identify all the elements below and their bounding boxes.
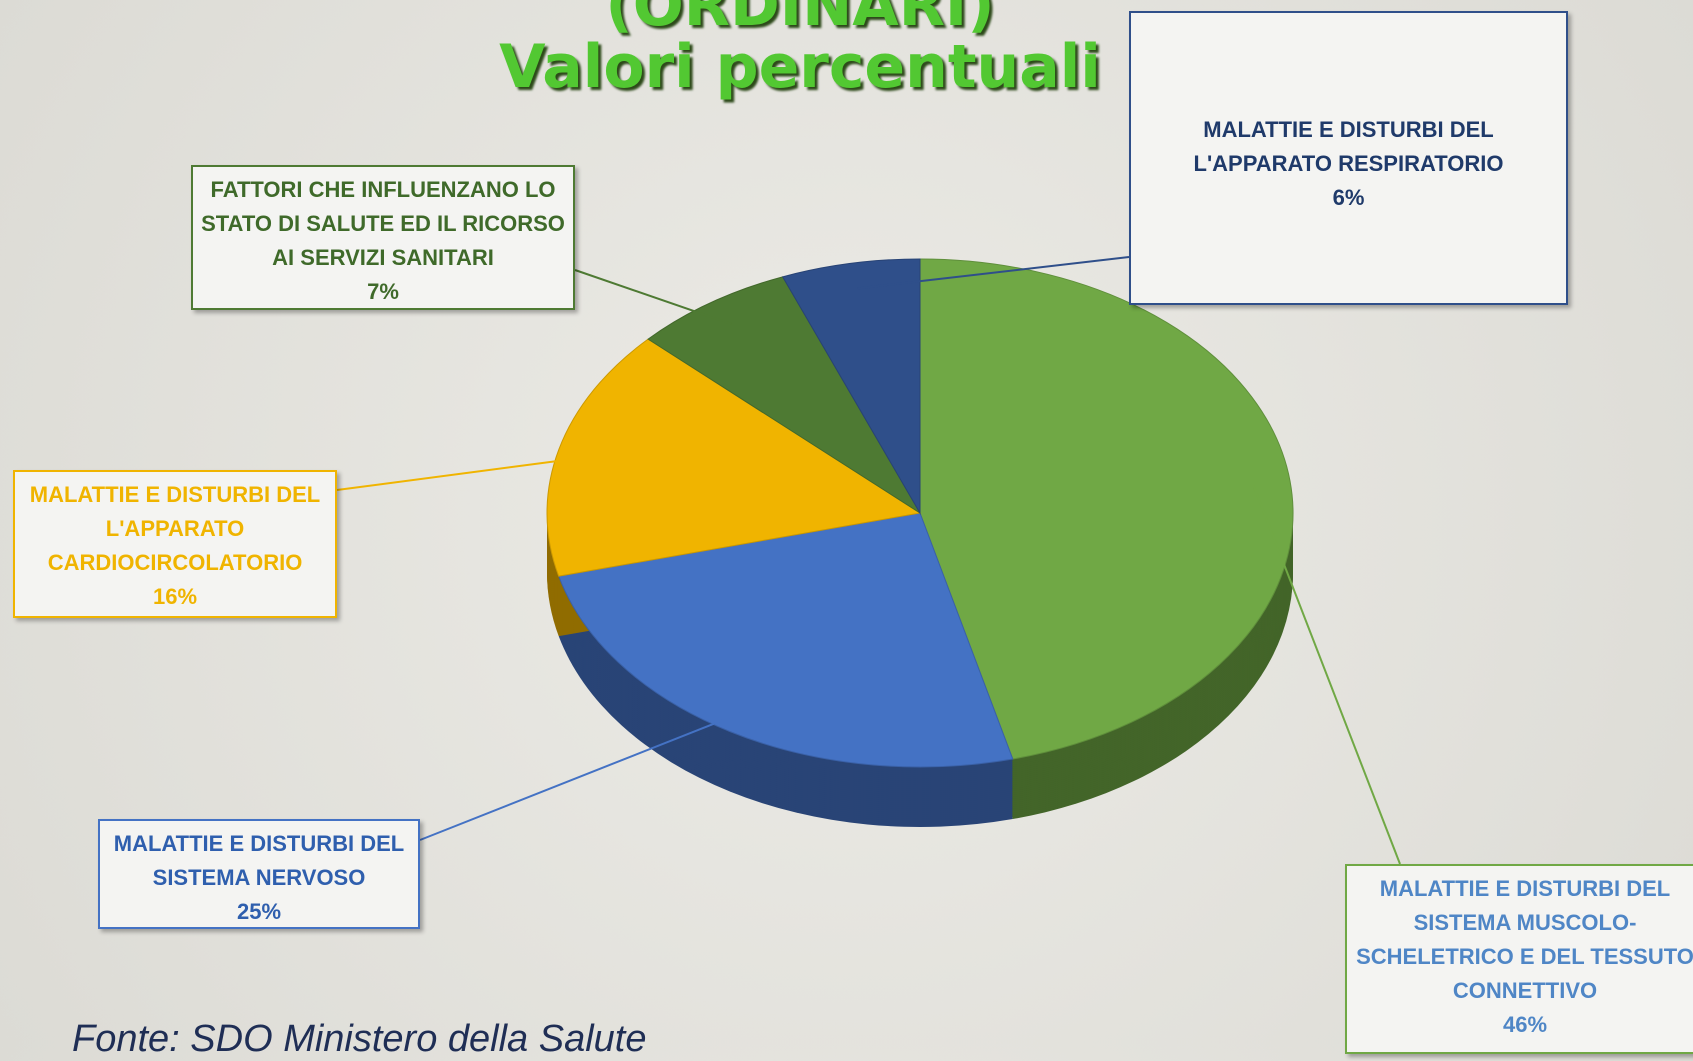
data-label: MALATTIE E DISTURBI DEL SISTEMA MUSCOLO-… [1345,864,1693,1054]
slice [558,512,1014,768]
label-value: 6% [1332,185,1365,210]
chart-subtitle: Valori percentuali [499,32,1101,102]
label-name: MALATTIE E DISTURBI DEL L'APPARATO RESPI… [1193,117,1504,176]
leader-line [336,455,595,491]
source: Fonte: SDO Ministero della Salute [72,1018,647,1060]
label-value: 7% [367,279,399,304]
leader-line [1252,483,1401,865]
label-name: FATTORI CHE INFLUENZANO LO STATO DI SALU… [201,177,565,270]
data-label: FATTORI CHE INFLUENZANO LO STATO DI SALU… [191,165,575,310]
slice [647,276,921,514]
label-name: MALATTIE E DISTURBI DEL SISTEMA MUSCOLO-… [1356,876,1693,1003]
slice [781,258,921,515]
label-value: 16% [152,584,198,609]
data-label: MALATTIE E DISTURBI DEL L'APPARATO CARDI… [13,470,337,618]
label-name: MALATTIE E DISTURBI DEL SISTEMA NERVOSO [113,831,405,890]
slice [919,258,1294,760]
slice [546,338,922,577]
label-value: 25% [236,899,282,924]
label-value: 46% [1502,1012,1548,1037]
leader-line [574,269,732,325]
chart-title: (ORDINARI) [605,0,995,40]
leader-line [856,256,1130,290]
leader-line [419,708,750,841]
label-name: MALATTIE E DISTURBI DEL L'APPARATO CARDI… [29,482,321,575]
data-label: MALATTIE E DISTURBI DEL SISTEMA NERVOSO 2… [98,819,420,929]
data-label: MALATTIE E DISTURBI DEL L'APPARATO RESPI… [1129,11,1568,305]
